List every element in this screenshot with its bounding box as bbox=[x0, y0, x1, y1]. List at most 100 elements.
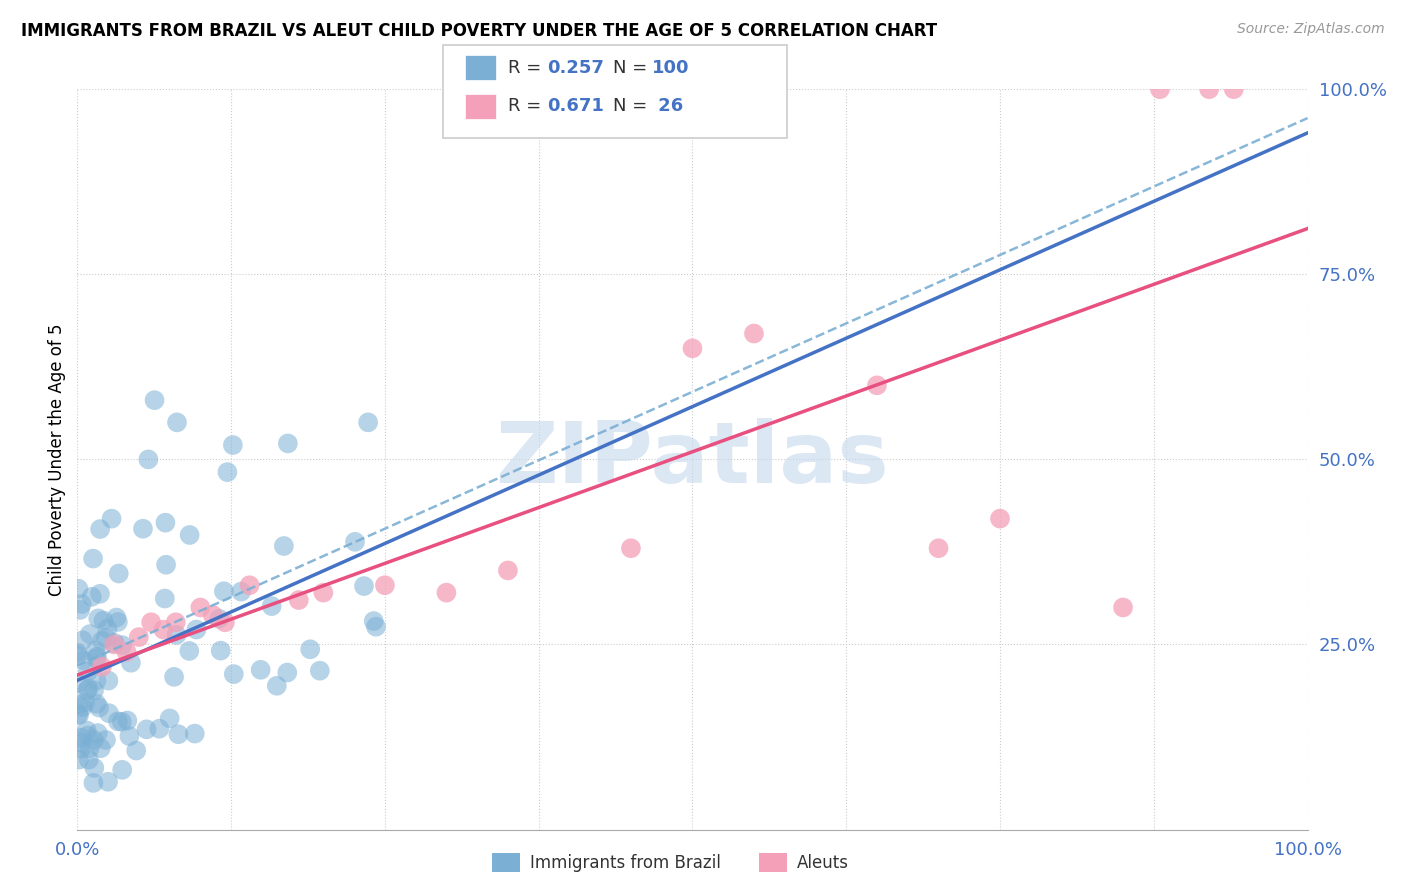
Point bbox=[179, 644, 201, 658]
Point bbox=[97, 673, 120, 688]
Point bbox=[67, 753, 90, 767]
Point bbox=[143, 393, 166, 408]
Point bbox=[76, 723, 98, 738]
Point bbox=[1112, 600, 1135, 615]
Point bbox=[155, 516, 177, 530]
Point bbox=[866, 378, 889, 392]
Point bbox=[72, 700, 94, 714]
Point bbox=[82, 551, 104, 566]
Point bbox=[73, 696, 96, 710]
Point bbox=[217, 465, 239, 479]
Point bbox=[363, 614, 385, 628]
Point bbox=[66, 648, 89, 663]
Point bbox=[72, 653, 94, 667]
Point bbox=[266, 679, 288, 693]
Point bbox=[76, 683, 98, 698]
Text: 26: 26 bbox=[652, 97, 683, 115]
Point bbox=[299, 642, 322, 657]
Point bbox=[107, 615, 129, 629]
Point bbox=[90, 659, 114, 673]
Point bbox=[83, 683, 105, 698]
Point bbox=[166, 415, 188, 429]
Point bbox=[66, 646, 89, 660]
Point bbox=[97, 774, 120, 789]
Point bbox=[308, 664, 330, 678]
Point bbox=[1149, 82, 1171, 96]
Text: R =: R = bbox=[508, 97, 547, 115]
Point bbox=[82, 776, 104, 790]
Point bbox=[84, 643, 107, 657]
Point bbox=[77, 681, 100, 696]
Point bbox=[87, 700, 110, 714]
Point bbox=[184, 726, 207, 740]
Text: Aleuts: Aleuts bbox=[797, 854, 849, 871]
Point bbox=[67, 708, 90, 723]
Point bbox=[620, 541, 643, 556]
Point bbox=[70, 731, 93, 745]
Point bbox=[276, 665, 298, 680]
Point bbox=[89, 587, 111, 601]
Point bbox=[165, 615, 187, 630]
Point bbox=[209, 643, 232, 657]
Point bbox=[79, 741, 101, 756]
Point bbox=[67, 698, 90, 712]
Point bbox=[364, 620, 387, 634]
Point bbox=[1198, 82, 1220, 96]
Point bbox=[188, 600, 212, 615]
Point bbox=[67, 582, 90, 596]
Point bbox=[93, 614, 115, 628]
Point bbox=[742, 326, 765, 341]
Text: R =: R = bbox=[508, 59, 547, 77]
Point bbox=[165, 628, 187, 642]
Text: 0.671: 0.671 bbox=[547, 97, 603, 115]
Text: Immigrants from Brazil: Immigrants from Brazil bbox=[530, 854, 721, 871]
Point bbox=[231, 584, 253, 599]
Point bbox=[1223, 82, 1246, 96]
Point bbox=[118, 729, 141, 743]
Point bbox=[72, 633, 94, 648]
Point bbox=[312, 585, 335, 599]
Point bbox=[496, 564, 519, 578]
Point bbox=[87, 611, 110, 625]
Point bbox=[344, 534, 367, 549]
Point bbox=[107, 714, 129, 729]
Point bbox=[103, 637, 125, 651]
Point bbox=[87, 726, 110, 740]
Text: N =: N = bbox=[613, 97, 652, 115]
Point bbox=[76, 729, 98, 743]
Point bbox=[353, 579, 375, 593]
Point bbox=[111, 638, 134, 652]
Point bbox=[100, 511, 122, 525]
Point bbox=[107, 566, 129, 581]
Text: ZIPatlas: ZIPatlas bbox=[495, 417, 890, 501]
Point bbox=[128, 630, 150, 644]
Point bbox=[83, 733, 105, 747]
Point bbox=[94, 733, 117, 747]
Point bbox=[153, 591, 176, 606]
Point bbox=[120, 656, 142, 670]
Point bbox=[94, 631, 117, 645]
Point bbox=[132, 522, 155, 536]
Point bbox=[212, 584, 235, 599]
Point bbox=[201, 607, 224, 622]
Point bbox=[97, 706, 120, 721]
Point bbox=[163, 670, 186, 684]
Point bbox=[86, 673, 108, 688]
Point bbox=[70, 597, 93, 611]
Point bbox=[70, 741, 93, 756]
Point bbox=[90, 741, 112, 756]
Text: N =: N = bbox=[613, 59, 652, 77]
Y-axis label: Child Poverty Under the Age of 5: Child Poverty Under the Age of 5 bbox=[48, 323, 66, 596]
Point bbox=[86, 649, 108, 664]
Point bbox=[988, 511, 1011, 525]
Point bbox=[77, 753, 100, 767]
Point bbox=[96, 622, 118, 636]
Point bbox=[239, 578, 262, 592]
Point bbox=[89, 522, 111, 536]
Text: Source: ZipAtlas.com: Source: ZipAtlas.com bbox=[1237, 22, 1385, 37]
Point bbox=[374, 578, 396, 592]
Point bbox=[86, 697, 108, 711]
Point bbox=[152, 623, 174, 637]
Point bbox=[155, 558, 177, 572]
Text: 0.257: 0.257 bbox=[547, 59, 603, 77]
